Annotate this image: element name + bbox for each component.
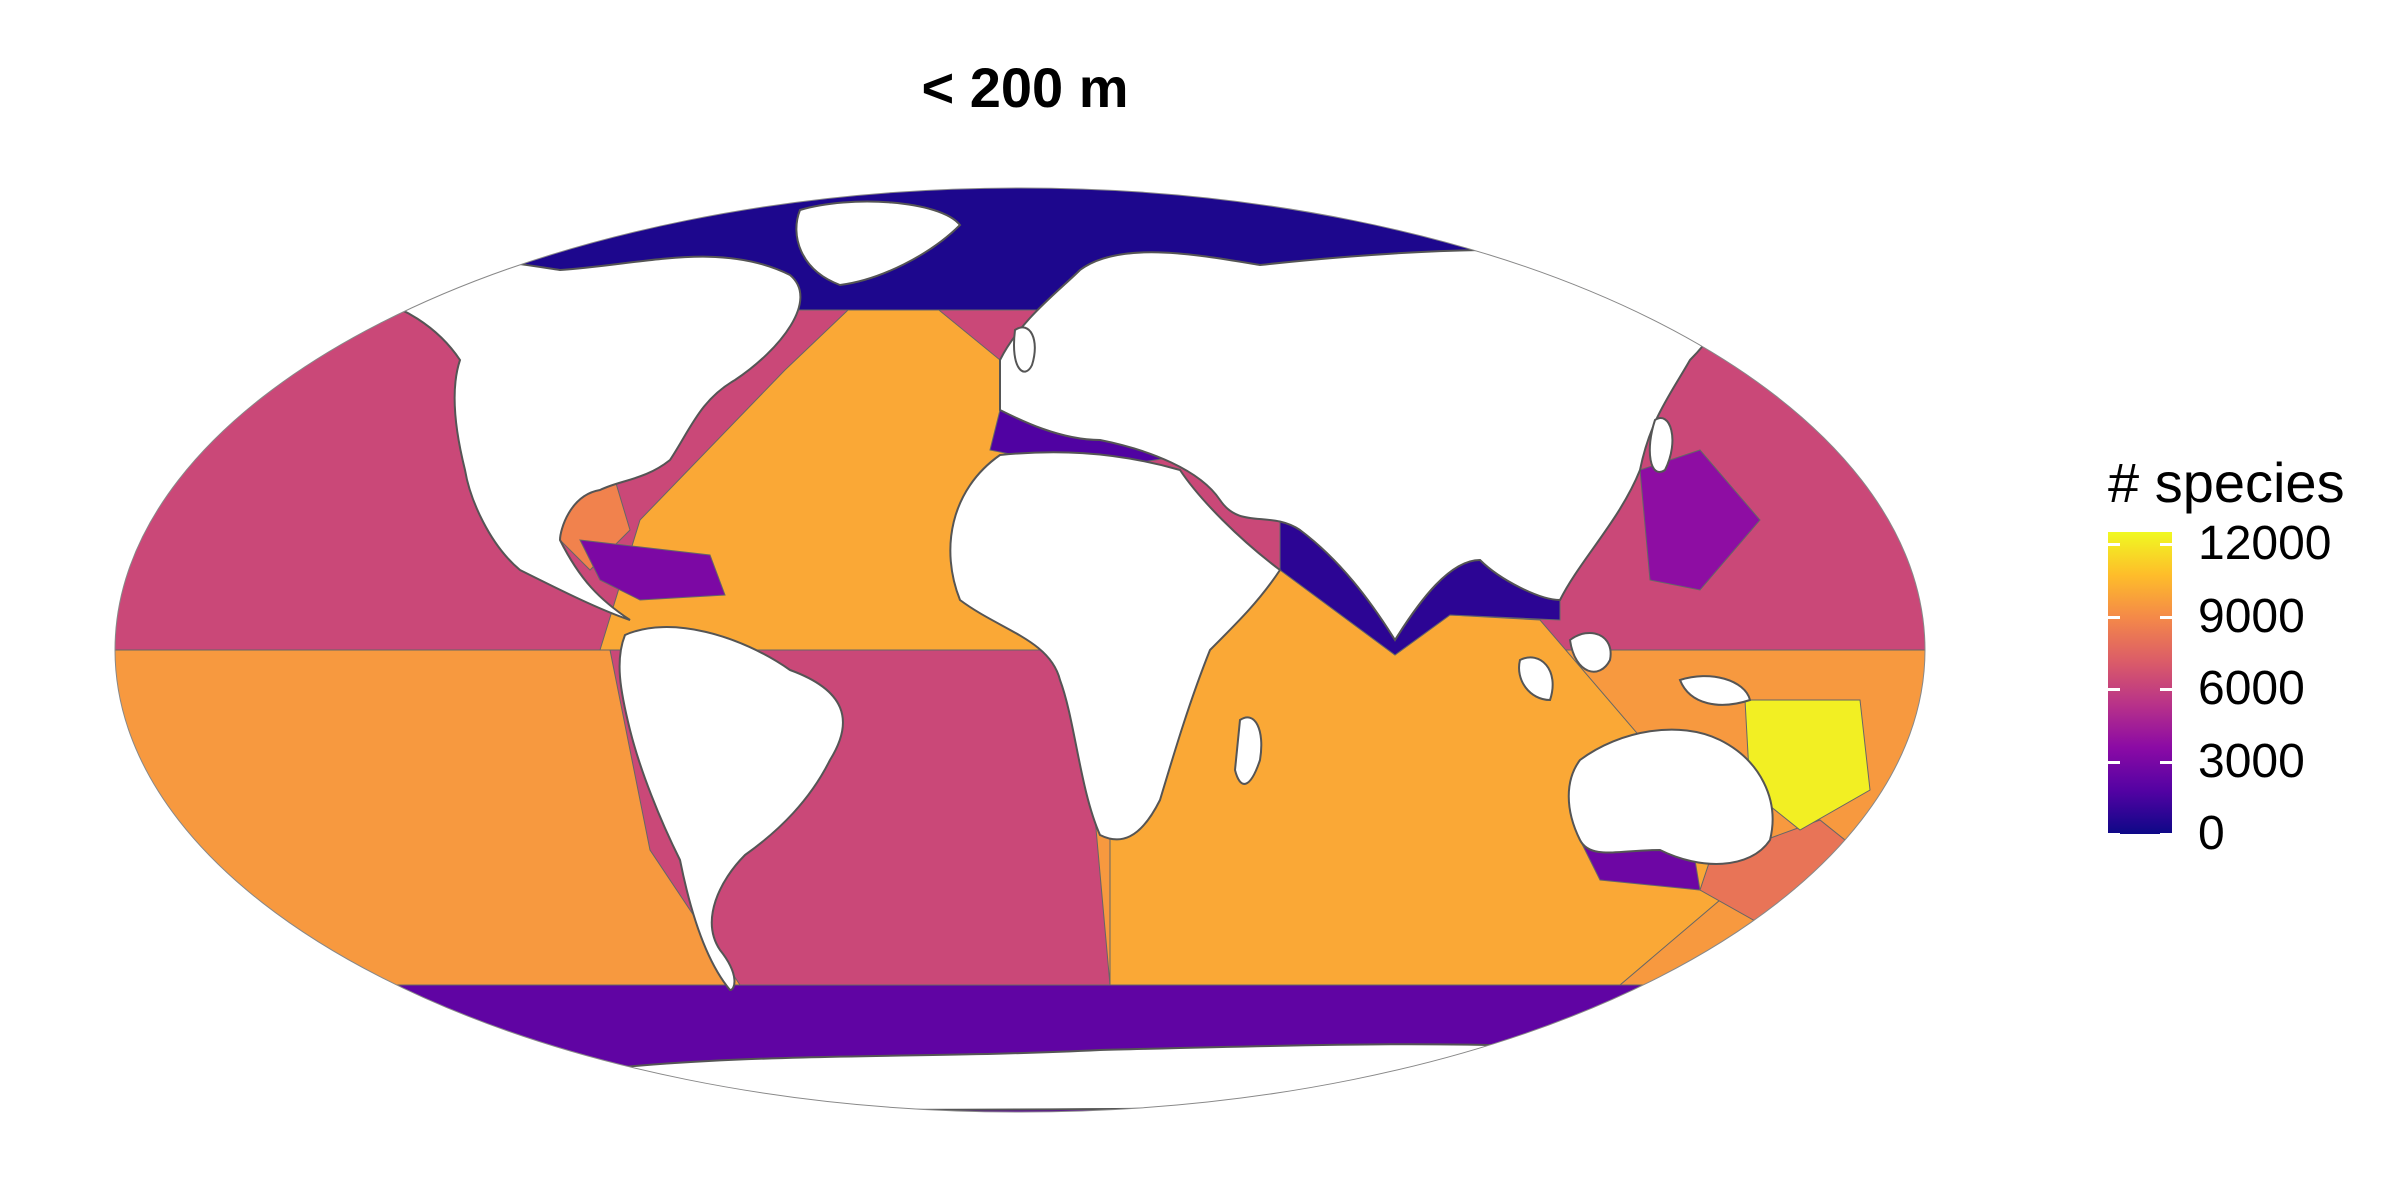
- legend-color-bar: [2108, 532, 2172, 834]
- legend-tick-mark: [2108, 615, 2172, 619]
- legend-tick-label: 12000: [2198, 517, 2332, 571]
- region-philippine-sea: [1639, 449, 1761, 591]
- land-japan: [1648, 417, 1674, 473]
- land-africa: [949, 451, 1282, 841]
- globe-outline: [114, 187, 1926, 1113]
- land-europe-asia: [999, 248, 1727, 642]
- land-australia: [1567, 728, 1774, 865]
- world-map: [114, 187, 1926, 1113]
- legend-tick-label: 6000: [2198, 662, 2305, 716]
- land-north-america: [359, 254, 802, 621]
- legend-tick-mark: [2108, 833, 2172, 836]
- legend-tick-mark: [2108, 543, 2172, 547]
- land-britain: [1013, 326, 1036, 373]
- map-title: < 200 m: [921, 56, 1129, 119]
- legend-title: # species: [2108, 451, 2345, 514]
- land-greenland: [795, 200, 962, 287]
- land-madagascar: [1233, 716, 1263, 785]
- legend-tick-label: 0: [2198, 807, 2225, 860]
- legend-tick-mark: [2108, 760, 2172, 764]
- legend-tick-mark: [2108, 688, 2172, 692]
- land-new-guinea: [1678, 675, 1752, 706]
- region-caribbean: [579, 539, 726, 601]
- legend-tick-label: 9000: [2198, 589, 2305, 643]
- land-new-zealand: [1854, 846, 1877, 884]
- region-arctic: [115, 188, 1925, 311]
- legend-tick-label: 3000: [2198, 734, 2305, 788]
- land-south-america: [618, 626, 844, 992]
- land-indonesia: [1518, 656, 1554, 702]
- land-borneo: [1568, 631, 1612, 673]
